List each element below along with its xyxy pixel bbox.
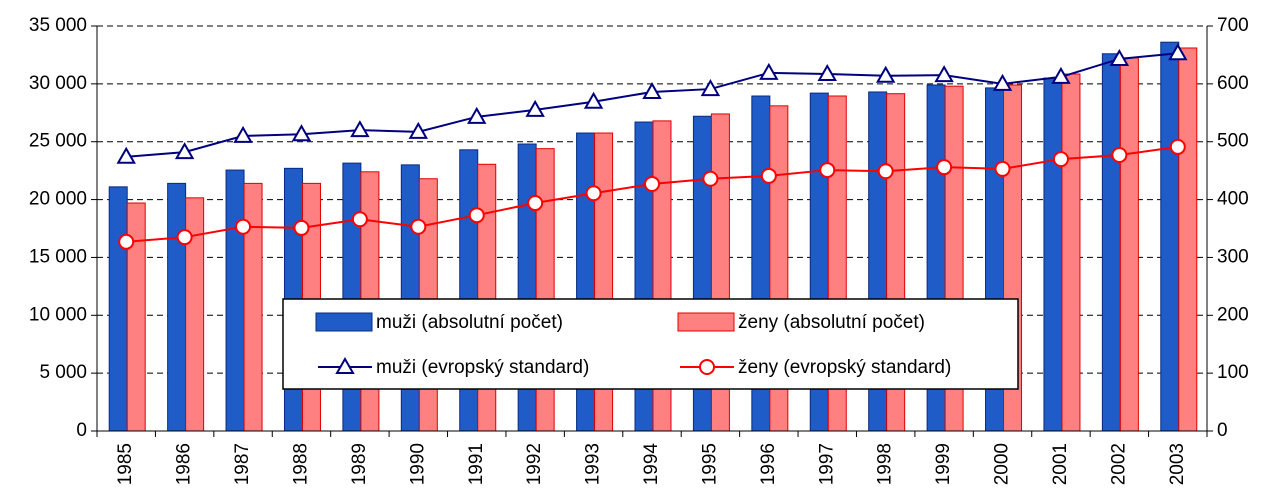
y2-tick-label: 300: [1217, 246, 1249, 267]
line-marker: [408, 121, 429, 139]
line-marker: [350, 120, 370, 138]
line-marker: [174, 142, 195, 160]
bar: [342, 162, 362, 432]
y2-tick-label: 700: [1217, 15, 1249, 36]
bar: [400, 164, 420, 432]
legend-label: muži (evropský standard): [376, 357, 589, 378]
legend: [282, 298, 1019, 390]
x-tick-label: 1986: [174, 443, 195, 485]
bar: [1178, 47, 1198, 432]
legend-swatch: [677, 312, 735, 332]
x-tick-label: 1989: [349, 443, 370, 485]
line-marker: [116, 146, 136, 164]
y-tick-label: 20 000: [29, 189, 87, 210]
y-tick-label: 35 000: [29, 15, 87, 36]
x-tick-label: 1994: [641, 443, 662, 486]
y2-tick-label: 400: [1217, 189, 1249, 210]
line-marker: [235, 218, 252, 235]
line-marker: [700, 79, 721, 97]
x-tick-label: 1991: [466, 443, 487, 485]
y2-tick-label: 100: [1217, 362, 1249, 383]
line-marker: [759, 62, 779, 80]
line-marker: [992, 73, 1013, 91]
line-marker: [934, 65, 954, 83]
line-marker: [994, 160, 1011, 177]
line-marker: [585, 185, 602, 202]
x-tick-label: 1992: [524, 443, 545, 485]
line-marker: [410, 218, 427, 235]
x-tick-label: 2001: [1050, 443, 1071, 485]
bar: [167, 182, 187, 432]
x-tick-label: 1987: [232, 443, 253, 485]
line-marker: [233, 125, 253, 143]
legend-marker: [699, 359, 715, 375]
x-tick-label: 1999: [933, 443, 954, 485]
y2-tick-label: 0: [1217, 420, 1228, 441]
x-tick-label: 1988: [290, 443, 311, 485]
line-marker: [118, 233, 135, 250]
y2-tick-label: 500: [1217, 131, 1249, 152]
line-marker: [176, 229, 193, 246]
y-tick-label: 10 000: [29, 304, 87, 325]
line-marker: [1052, 151, 1069, 168]
line-marker: [468, 207, 485, 224]
line-marker: [583, 91, 604, 109]
y-tick-label: 25 000: [29, 131, 87, 152]
legend-label: ženy (absolutní počet): [738, 312, 925, 333]
legend-label: ženy (evropský standard): [738, 357, 951, 378]
line-marker: [525, 99, 545, 117]
y-tick-label: 0: [76, 420, 87, 441]
y-tick-label: 15 000: [29, 246, 87, 267]
line-marker: [819, 162, 836, 179]
line-marker: [1109, 48, 1130, 66]
x-tick-label: 1997: [816, 443, 837, 485]
line-marker: [527, 195, 544, 212]
bar: [1043, 77, 1063, 432]
bar: [1061, 73, 1081, 432]
line-marker: [936, 159, 953, 176]
line-marker: [1168, 43, 1188, 61]
x-tick-label: 2002: [1108, 443, 1129, 485]
bar: [1119, 57, 1139, 432]
x-tick-label: 2000: [992, 443, 1013, 485]
line-marker: [877, 163, 894, 180]
x-tick-label: 1995: [699, 443, 720, 485]
bar: [477, 163, 497, 432]
x-tick-label: 1985: [115, 443, 136, 485]
line-marker: [1111, 147, 1128, 164]
y2-tick-label: 200: [1217, 304, 1249, 325]
bar: [108, 186, 128, 432]
line-marker: [642, 81, 662, 99]
line-marker: [875, 65, 896, 83]
line-marker: [291, 124, 312, 142]
x-tick-label: 1990: [407, 443, 428, 485]
y2-tick-label: 600: [1217, 73, 1249, 94]
line-marker: [702, 170, 719, 187]
x-tick-label: 1993: [583, 443, 604, 485]
legend-swatch: [315, 312, 373, 332]
x-tick-label: 1998: [875, 443, 896, 485]
bar: [1160, 41, 1180, 432]
line-marker: [1051, 66, 1071, 84]
legend-marker: [335, 356, 355, 374]
line-marker: [293, 219, 310, 236]
line-marker: [351, 211, 368, 228]
line-marker: [760, 167, 777, 184]
x-tick-label: 1996: [758, 443, 779, 485]
x-tick-label: 2003: [1167, 443, 1188, 485]
line-marker: [644, 175, 660, 192]
bar: [225, 169, 245, 432]
y-tick-label: 30 000: [29, 73, 87, 94]
y-tick-label: 5 000: [39, 362, 87, 383]
line-marker: [1169, 138, 1186, 155]
line-marker: [467, 106, 487, 124]
legend-label: muži (absolutní počet): [376, 312, 563, 333]
bar: [1101, 53, 1121, 432]
line-marker: [817, 64, 837, 82]
